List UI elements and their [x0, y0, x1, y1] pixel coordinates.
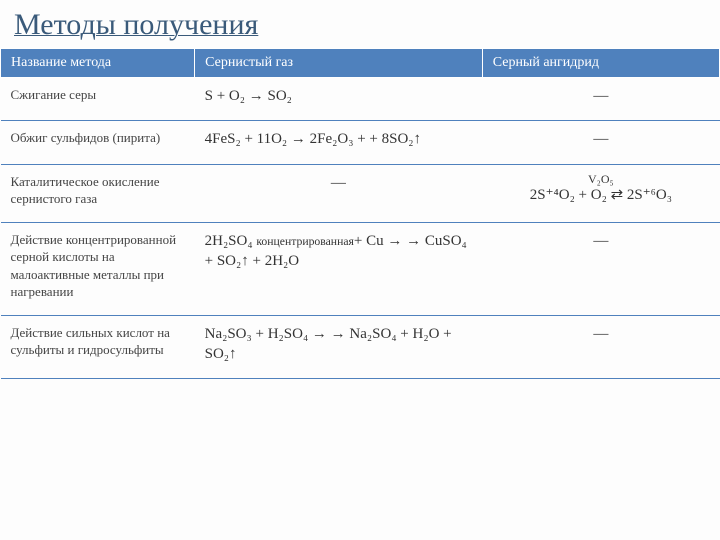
reaction-gas: S + O₂ → SO₂ — [195, 78, 483, 121]
reaction-anhydride: V₂O₅ 2S⁺⁴O₂ + O₂ ⇄ 2S⁺⁶O₃ — [482, 164, 719, 222]
reaction-gas: 4FeS₂ + 11O₂ → 2Fe₂O₃ + + 8SO₂↑ — [195, 121, 483, 164]
reaction-anhydride: — — [482, 121, 719, 164]
col-method-name: Название метода — [1, 49, 195, 78]
method-label: Действие сильных кислот на сульфиты и ги… — [1, 315, 195, 379]
table-row: Действие сильных кислот на сульфиты и ги… — [1, 315, 720, 379]
col-sulfuric-anhydride: Серный ангидрид — [482, 49, 719, 78]
table-row: Каталитическое окисление сернистого газа… — [1, 164, 720, 222]
reaction-anhydride: — — [482, 315, 719, 379]
reaction-text-pre: 2H₂SO₄ — [205, 233, 257, 249]
reaction-anhydride: — — [482, 222, 719, 315]
reaction-gas: 2H₂SO₄ концентрированная+ Cu → → CuSO₄ +… — [195, 222, 483, 315]
method-label: Каталитическое окисление сернистого газа — [1, 164, 195, 222]
page-title: Методы получения — [0, 0, 720, 48]
table-header-row: Название метода Сернистый газ Серный анг… — [1, 49, 720, 78]
reaction-gas: — — [195, 164, 483, 222]
method-label: Действие концентрированной серной кислот… — [1, 222, 195, 315]
reaction-text: 2S⁺⁴O₂ + O₂ ⇄ 2S⁺⁶O₃ — [530, 187, 672, 203]
catalyst-label: V₂O₅ — [530, 173, 672, 185]
reaction-subscript-word: концентрированная — [256, 235, 354, 248]
methods-table: Название метода Сернистый газ Серный анг… — [0, 48, 720, 379]
method-label: Обжиг сульфидов (пирита) — [1, 121, 195, 164]
col-sulfurous-gas: Сернистый газ — [195, 49, 483, 78]
table-row: Сжигание серы S + O₂ → SO₂ — — [1, 78, 720, 121]
reaction-gas: Na₂SO₃ + H₂SO₄ → → Na₂SO₄ + H₂O + SO₂↑ — [195, 315, 483, 379]
reaction-anhydride: — — [482, 78, 719, 121]
table-row: Обжиг сульфидов (пирита) 4FeS₂ + 11O₂ → … — [1, 121, 720, 164]
table-row: Действие концентрированной серной кислот… — [1, 222, 720, 315]
method-label: Сжигание серы — [1, 78, 195, 121]
